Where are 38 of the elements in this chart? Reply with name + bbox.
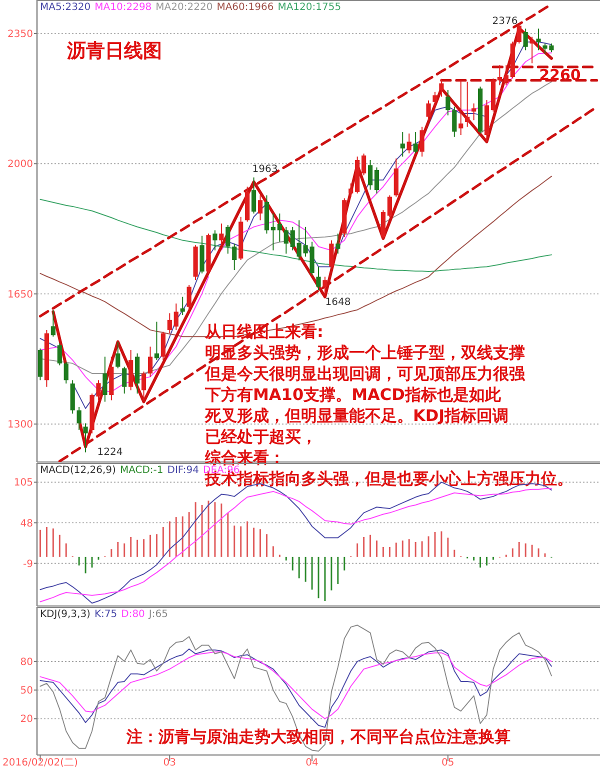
annotation: 注：沥青与原油走势大致相同，不同平台点位注意换算 bbox=[126, 727, 510, 746]
x-tick-label: 05 bbox=[442, 758, 454, 767]
text: MA120:1755 bbox=[278, 2, 342, 13]
annotation: 但是今天很明显出现回调，可见顶部压力很强 bbox=[204, 364, 526, 383]
annotation: 1648 bbox=[325, 297, 351, 308]
y-tick-label: 80 bbox=[20, 656, 33, 668]
line-series bbox=[40, 624, 552, 752]
x-tick-label: 03 bbox=[163, 758, 176, 767]
text: J:65 bbox=[148, 609, 168, 620]
annotation: 下方有MA10支撑。MACD指标也是如此 bbox=[204, 385, 502, 404]
annotation: 已经处于超买， bbox=[205, 427, 317, 446]
x-tick-label: 2016/02/02(二) bbox=[2, 758, 78, 767]
x-tick-label: 04 bbox=[306, 758, 318, 767]
annotation: 1963 bbox=[252, 164, 278, 175]
y-tick-label: 20 bbox=[20, 714, 33, 726]
annotation: 2376 bbox=[492, 16, 518, 27]
text: DIF:94 bbox=[167, 465, 199, 476]
text: D:80 bbox=[121, 609, 145, 620]
y-tick-label: 1650 bbox=[8, 289, 33, 300]
y-tick-label: 1300 bbox=[8, 420, 33, 431]
y-tick-label: 105 bbox=[14, 478, 33, 489]
y-tick-label: -9 bbox=[23, 558, 33, 570]
text: 沥青日线图 bbox=[66, 40, 162, 62]
text: MA20:2220 bbox=[156, 2, 213, 13]
annotation: 死叉形成，但明显量能不足。KDJ指标回调 bbox=[204, 406, 509, 425]
legend-title: KDJ(9,3,3) bbox=[40, 609, 91, 620]
text: K:75 bbox=[94, 609, 118, 620]
y-tick-label: 2350 bbox=[8, 28, 33, 40]
annotation: 1224 bbox=[97, 447, 123, 458]
text: MACD:-1 bbox=[120, 465, 164, 476]
line-series bbox=[40, 198, 552, 272]
text: MA10:2298 bbox=[94, 2, 152, 13]
text: MA60:1966 bbox=[216, 2, 274, 13]
y-tick-label: 2000 bbox=[8, 159, 33, 170]
y-tick-label: 48 bbox=[20, 518, 33, 530]
legend-title: MACD(12,26,9) bbox=[40, 465, 116, 476]
text: MA5:2320 bbox=[40, 2, 91, 13]
y-tick-label: 50 bbox=[20, 686, 33, 697]
